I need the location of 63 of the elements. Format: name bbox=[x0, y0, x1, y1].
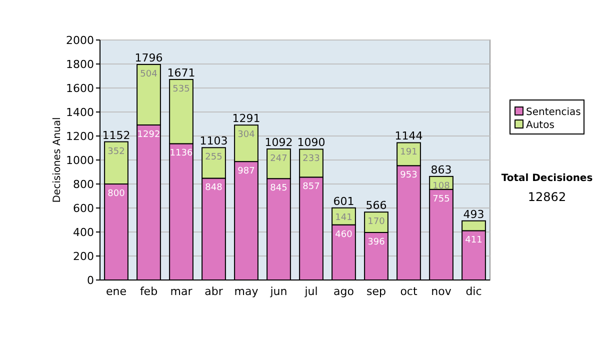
data-label: 460 bbox=[335, 230, 353, 240]
total-label: 1144 bbox=[394, 130, 423, 143]
data-label: 987 bbox=[238, 166, 255, 177]
x-tick-label: oct bbox=[400, 285, 418, 298]
total-label: 1103 bbox=[200, 134, 228, 148]
x-tick-label: feb bbox=[140, 285, 158, 298]
y-tick-label: 1400 bbox=[66, 106, 94, 119]
y-tick-label: 1800 bbox=[66, 58, 94, 71]
data-label: 755 bbox=[432, 194, 450, 204]
x-tick-label: may bbox=[234, 285, 259, 298]
data-label: 191 bbox=[400, 148, 418, 158]
y-tick-label: 200 bbox=[73, 250, 94, 263]
y-tick-label: 1000 bbox=[66, 154, 94, 167]
total-label: 1092 bbox=[264, 136, 293, 149]
y-tick-label: 0 bbox=[87, 274, 94, 287]
total-label: 1152 bbox=[102, 128, 130, 142]
data-label: 800 bbox=[108, 189, 126, 199]
data-label: 352 bbox=[108, 146, 125, 157]
x-tick-label: jul bbox=[304, 285, 318, 298]
data-label: 141 bbox=[335, 212, 352, 223]
data-label: 857 bbox=[302, 182, 320, 192]
total-label: 601 bbox=[333, 194, 354, 208]
total-label: 493 bbox=[463, 208, 484, 221]
data-label: 304 bbox=[238, 130, 256, 140]
data-label: 396 bbox=[368, 237, 386, 248]
y-tick-label: 400 bbox=[73, 226, 94, 239]
total-label: 1796 bbox=[134, 51, 163, 64]
data-label: 247 bbox=[270, 154, 288, 164]
x-tick-label: ago bbox=[334, 285, 354, 298]
data-label: 170 bbox=[368, 217, 386, 228]
total-label: 1291 bbox=[232, 112, 260, 126]
data-label: 411 bbox=[465, 236, 482, 246]
total-label: 566 bbox=[366, 199, 387, 212]
total-label: 1671 bbox=[167, 66, 196, 80]
data-label: 845 bbox=[270, 184, 288, 194]
data-label: 504 bbox=[140, 69, 158, 80]
x-tick-label: jun bbox=[269, 285, 288, 298]
legend-label: Sentencias bbox=[526, 107, 581, 118]
y-tick-label: 600 bbox=[73, 202, 94, 215]
x-tick-label: abr bbox=[204, 285, 224, 298]
data-label: 1136 bbox=[170, 148, 193, 159]
y-tick-label: 1200 bbox=[66, 130, 94, 143]
x-tick-label: ene bbox=[106, 285, 127, 298]
y-tick-label: 1600 bbox=[66, 82, 94, 95]
x-tick-label: mar bbox=[170, 285, 193, 298]
data-label: 535 bbox=[172, 84, 190, 94]
data-label: 108 bbox=[432, 181, 450, 192]
text: Total Decisiones bbox=[501, 173, 593, 184]
y-tick-label: 2000 bbox=[66, 34, 94, 47]
x-tick-label: nov bbox=[431, 285, 452, 298]
y-axis-title: Decisiones Anual bbox=[52, 117, 63, 203]
total-label: 1090 bbox=[297, 136, 326, 150]
total-label: 863 bbox=[430, 163, 452, 176]
data-label: 953 bbox=[400, 170, 418, 181]
data-label: 848 bbox=[205, 183, 223, 194]
data-label: 1292 bbox=[137, 130, 160, 140]
data-label: 233 bbox=[302, 154, 320, 164]
x-tick-label: sep bbox=[366, 285, 386, 298]
data-label: 255 bbox=[205, 152, 222, 163]
text: 12862 bbox=[528, 190, 566, 204]
legend-label: Autos bbox=[526, 120, 554, 131]
x-tick-label: dic bbox=[466, 285, 482, 298]
y-tick-label: 800 bbox=[73, 178, 94, 191]
